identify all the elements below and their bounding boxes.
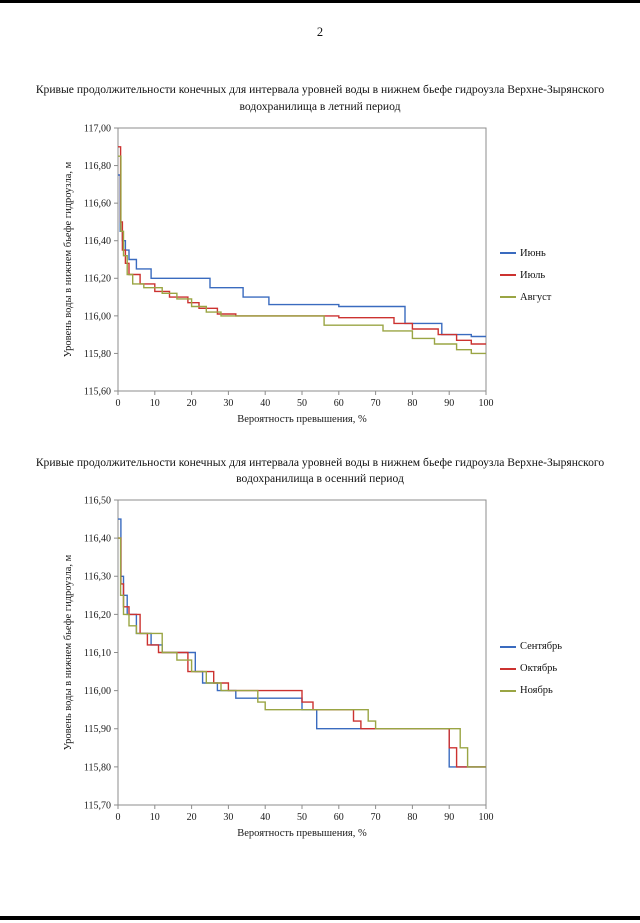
legend-label: Ноябрь — [520, 685, 553, 697]
autumn-chart-plot: 115,70 115,80 115,90 116,00 116,10 116,20 116,… — [63, 496, 494, 840]
svg-text:116,50: 116,50 — [84, 496, 111, 507]
svg-text:40: 40 — [260, 812, 270, 823]
svg-text:0: 0 — [116, 812, 121, 823]
summer-chart-plot: 115,60 115,80 116,00 116,20 116,40 116,60 116,… — [63, 123, 494, 425]
chart-section-summer: Кривые продолжительности конечных для ин… — [0, 82, 640, 431]
svg-text:116,00: 116,00 — [84, 686, 111, 697]
svg-text:10: 10 — [150, 398, 160, 409]
svg-text:60: 60 — [334, 812, 344, 823]
legend-item: Август — [500, 292, 551, 303]
svg-text:10: 10 — [150, 812, 160, 823]
svg-text:116,30: 116,30 — [84, 572, 111, 583]
svg-text:115,70: 115,70 — [84, 801, 111, 812]
legend-label: Июнь — [520, 247, 546, 259]
legend-label: Октябрь — [520, 663, 558, 675]
summer-chart-row: 115,60 115,80 116,00 116,20 116,40 116,60 116,… — [0, 120, 640, 431]
page-top-border — [0, 0, 640, 3]
svg-text:20: 20 — [187, 812, 197, 823]
svg-text:Уровень воды в нижнем бьефе ги: Уровень воды в нижнем бьефе гидроузла, м — [63, 161, 74, 357]
summer-chart-legend: Июнь Июль Август — [500, 248, 551, 303]
svg-text:70: 70 — [371, 812, 381, 823]
svg-text:116,10: 116,10 — [84, 648, 111, 659]
legend-label: Июль — [520, 269, 546, 281]
legend-item: Октябрь — [500, 663, 562, 674]
page-number: 2 — [316, 25, 324, 39]
svg-text:40: 40 — [260, 398, 270, 409]
svg-text:80: 80 — [407, 398, 417, 409]
chart-section-autumn: Кривые продолжительности конечных для ин… — [0, 455, 640, 846]
page-bottom-border — [0, 916, 640, 920]
autumn-chart-row: 115,70 115,80 115,90 116,00 116,10 116,20 116,… — [0, 492, 640, 845]
legend-item: Сентябрь — [500, 641, 562, 652]
legend-line-icon — [500, 274, 516, 277]
svg-text:115,90: 115,90 — [84, 724, 111, 735]
svg-text:116,60: 116,60 — [84, 198, 111, 209]
svg-text:116,00: 116,00 — [84, 311, 111, 322]
svg-text:60: 60 — [334, 398, 344, 409]
legend-line-icon — [500, 645, 516, 648]
svg-text:0: 0 — [116, 398, 121, 409]
legend-line-icon — [500, 296, 516, 299]
summer-chart-title: Кривые продолжительности конечных для ин… — [35, 83, 605, 113]
legend-item: Ноябрь — [500, 685, 562, 696]
svg-text:116,20: 116,20 — [84, 610, 111, 621]
svg-text:116,40: 116,40 — [84, 534, 111, 545]
legend-item: Июль — [500, 270, 551, 281]
legend-line-icon — [500, 252, 516, 255]
svg-text:117,00: 117,00 — [84, 123, 111, 134]
svg-text:90: 90 — [444, 812, 454, 823]
legend-line-icon — [500, 689, 516, 692]
legend-item: Июнь — [500, 248, 551, 259]
svg-text:100: 100 — [479, 812, 494, 823]
svg-text:116,80: 116,80 — [84, 161, 111, 172]
legend-label: Сентябрь — [520, 641, 563, 653]
svg-text:116,40: 116,40 — [84, 236, 111, 247]
svg-text:115,80: 115,80 — [84, 762, 111, 773]
svg-text:30: 30 — [223, 812, 233, 823]
svg-text:Уровень воды в нижнем бьефе ги: Уровень воды в нижнем бьефе гидроузла, м — [63, 555, 74, 751]
svg-text:80: 80 — [407, 812, 417, 823]
svg-text:70: 70 — [371, 398, 381, 409]
svg-text:50: 50 — [297, 398, 307, 409]
autumn-chart-title: Кривые продолжительности конечных для ин… — [35, 455, 605, 486]
svg-text:20: 20 — [187, 398, 197, 409]
autumn-chart-legend: Сентябрь Октябрь Ноябрь — [500, 641, 562, 696]
svg-text:115,60: 115,60 — [84, 386, 111, 397]
svg-text:50: 50 — [297, 812, 307, 823]
svg-text:30: 30 — [223, 398, 233, 409]
legend-line-icon — [500, 667, 516, 670]
svg-text:100: 100 — [479, 398, 494, 409]
legend-label: Август — [520, 291, 552, 303]
svg-text:115,80: 115,80 — [84, 348, 111, 359]
svg-text:116,20: 116,20 — [84, 273, 111, 284]
svg-text:90: 90 — [444, 398, 454, 409]
svg-text:Вероятность превышения, %: Вероятность превышения, % — [237, 828, 367, 839]
svg-text:Вероятность превышения, %: Вероятность превышения, % — [237, 414, 367, 425]
